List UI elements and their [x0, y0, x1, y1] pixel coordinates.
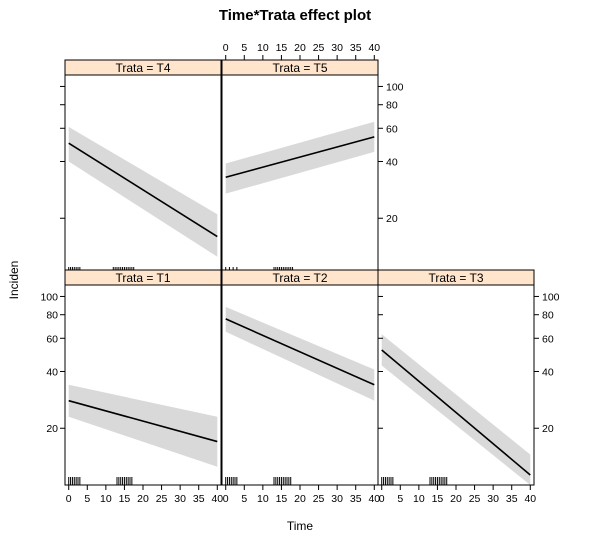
strip-label: Trata = T3: [428, 271, 483, 285]
y-tick-label: 60: [542, 333, 554, 345]
x-tick-label: 40: [524, 493, 536, 505]
panel-3: Trata = T1 0 5 10 15 20 25 30 35 40 20 40 60 80 100: [40, 269, 223, 505]
y-tick-label: 40: [46, 366, 58, 378]
y-tick-label: 20: [542, 423, 554, 435]
y-tick-label: 40: [542, 366, 554, 378]
confidence-band: [225, 306, 375, 401]
confidence-band: [381, 334, 531, 485]
y-tick-label: 20: [46, 423, 58, 435]
x-tick-label: 35: [193, 493, 205, 505]
y-tick-label: 60: [386, 123, 398, 135]
fit-line: [225, 136, 375, 179]
x-tick-label: 35: [350, 493, 362, 505]
x-tick-label: 25: [313, 42, 325, 54]
panel-2: Trata = T5 0 5 10 15 20 25 30 35 40 20 40 60 80 100: [221, 42, 404, 276]
fit-line: [68, 399, 218, 443]
y-tick-label: 40: [386, 156, 398, 168]
y-tick-label: 80: [46, 310, 58, 322]
chart-title: Time*Trata effect plot: [219, 7, 371, 24]
confidence-band: [68, 126, 218, 257]
strip: [64, 269, 222, 286]
y-tick-label: 80: [386, 100, 398, 112]
x-tick-label: 0: [223, 493, 229, 505]
x-tick-label: 10: [100, 493, 112, 505]
strip-label: Trata = T2: [272, 271, 327, 285]
strip-label: Trata = T5: [272, 61, 327, 75]
x-tick-label: 15: [276, 42, 288, 54]
x-tick-label: 40: [368, 493, 380, 505]
panel-1: Trata = T4: [60, 59, 222, 276]
x-tick-label: 10: [413, 493, 425, 505]
x-tick-label: 20: [450, 493, 462, 505]
x-tick-label: 0: [379, 493, 385, 505]
x-axis-title: Time: [287, 519, 314, 533]
strip: [377, 269, 535, 286]
x-tick-label: 25: [313, 493, 325, 505]
fit-line: [381, 349, 531, 476]
x-tick-label: 30: [331, 42, 343, 54]
y-axis-title: Inciden: [7, 261, 21, 300]
x-tick-label: 30: [331, 493, 343, 505]
x-tick-label: 0: [223, 42, 229, 54]
strip: [64, 59, 222, 76]
fit-line: [225, 318, 375, 386]
y-tick-label: 100: [542, 291, 560, 303]
x-tick-label: 40: [368, 42, 380, 54]
panel-grid: Trata = T4 Trata = T50 5 10 15 20 25 30 35 402040…: [40, 42, 559, 505]
x-tick-label: 20: [294, 493, 306, 505]
x-tick-label: 15: [432, 493, 444, 505]
x-tick-label: 40: [211, 493, 223, 505]
y-tick-label: 20: [386, 213, 398, 225]
confidence-band: [68, 384, 218, 467]
x-tick-label: 5: [84, 493, 90, 505]
x-tick-label: 20: [294, 42, 306, 54]
x-tick-label: 30: [487, 493, 499, 505]
y-tick-label: 100: [386, 81, 404, 93]
x-tick-label: 5: [241, 493, 247, 505]
x-tick-label: 30: [174, 493, 186, 505]
x-tick-label: 10: [257, 493, 269, 505]
x-tick-label: 5: [241, 42, 247, 54]
x-tick-label: 25: [156, 493, 168, 505]
x-tick-label: 10: [257, 42, 269, 54]
panel-5: Trata = T3 0 5 10 15 20 25 30 35 40 20 40 60 80 100: [377, 269, 560, 505]
x-tick-label: 20: [137, 493, 149, 505]
x-tick-label: 15: [119, 493, 131, 505]
y-tick-label: 60: [46, 333, 58, 345]
fit-line: [68, 142, 218, 238]
x-tick-label: 0: [66, 493, 72, 505]
x-tick-label: 5: [397, 493, 403, 505]
x-tick-label: 35: [350, 42, 362, 54]
y-tick-label: 100: [40, 291, 58, 303]
y-tick-label: 80: [542, 310, 554, 322]
panel-4: Trata = T2 0 5 10 15 20 25 30 35 40: [221, 269, 380, 505]
strip-label: Trata = T4: [115, 61, 170, 75]
x-tick-label: 25: [469, 493, 481, 505]
x-tick-label: 15: [276, 493, 288, 505]
x-tick-label: 35: [506, 493, 518, 505]
strip-label: Trata = T1: [115, 271, 170, 285]
